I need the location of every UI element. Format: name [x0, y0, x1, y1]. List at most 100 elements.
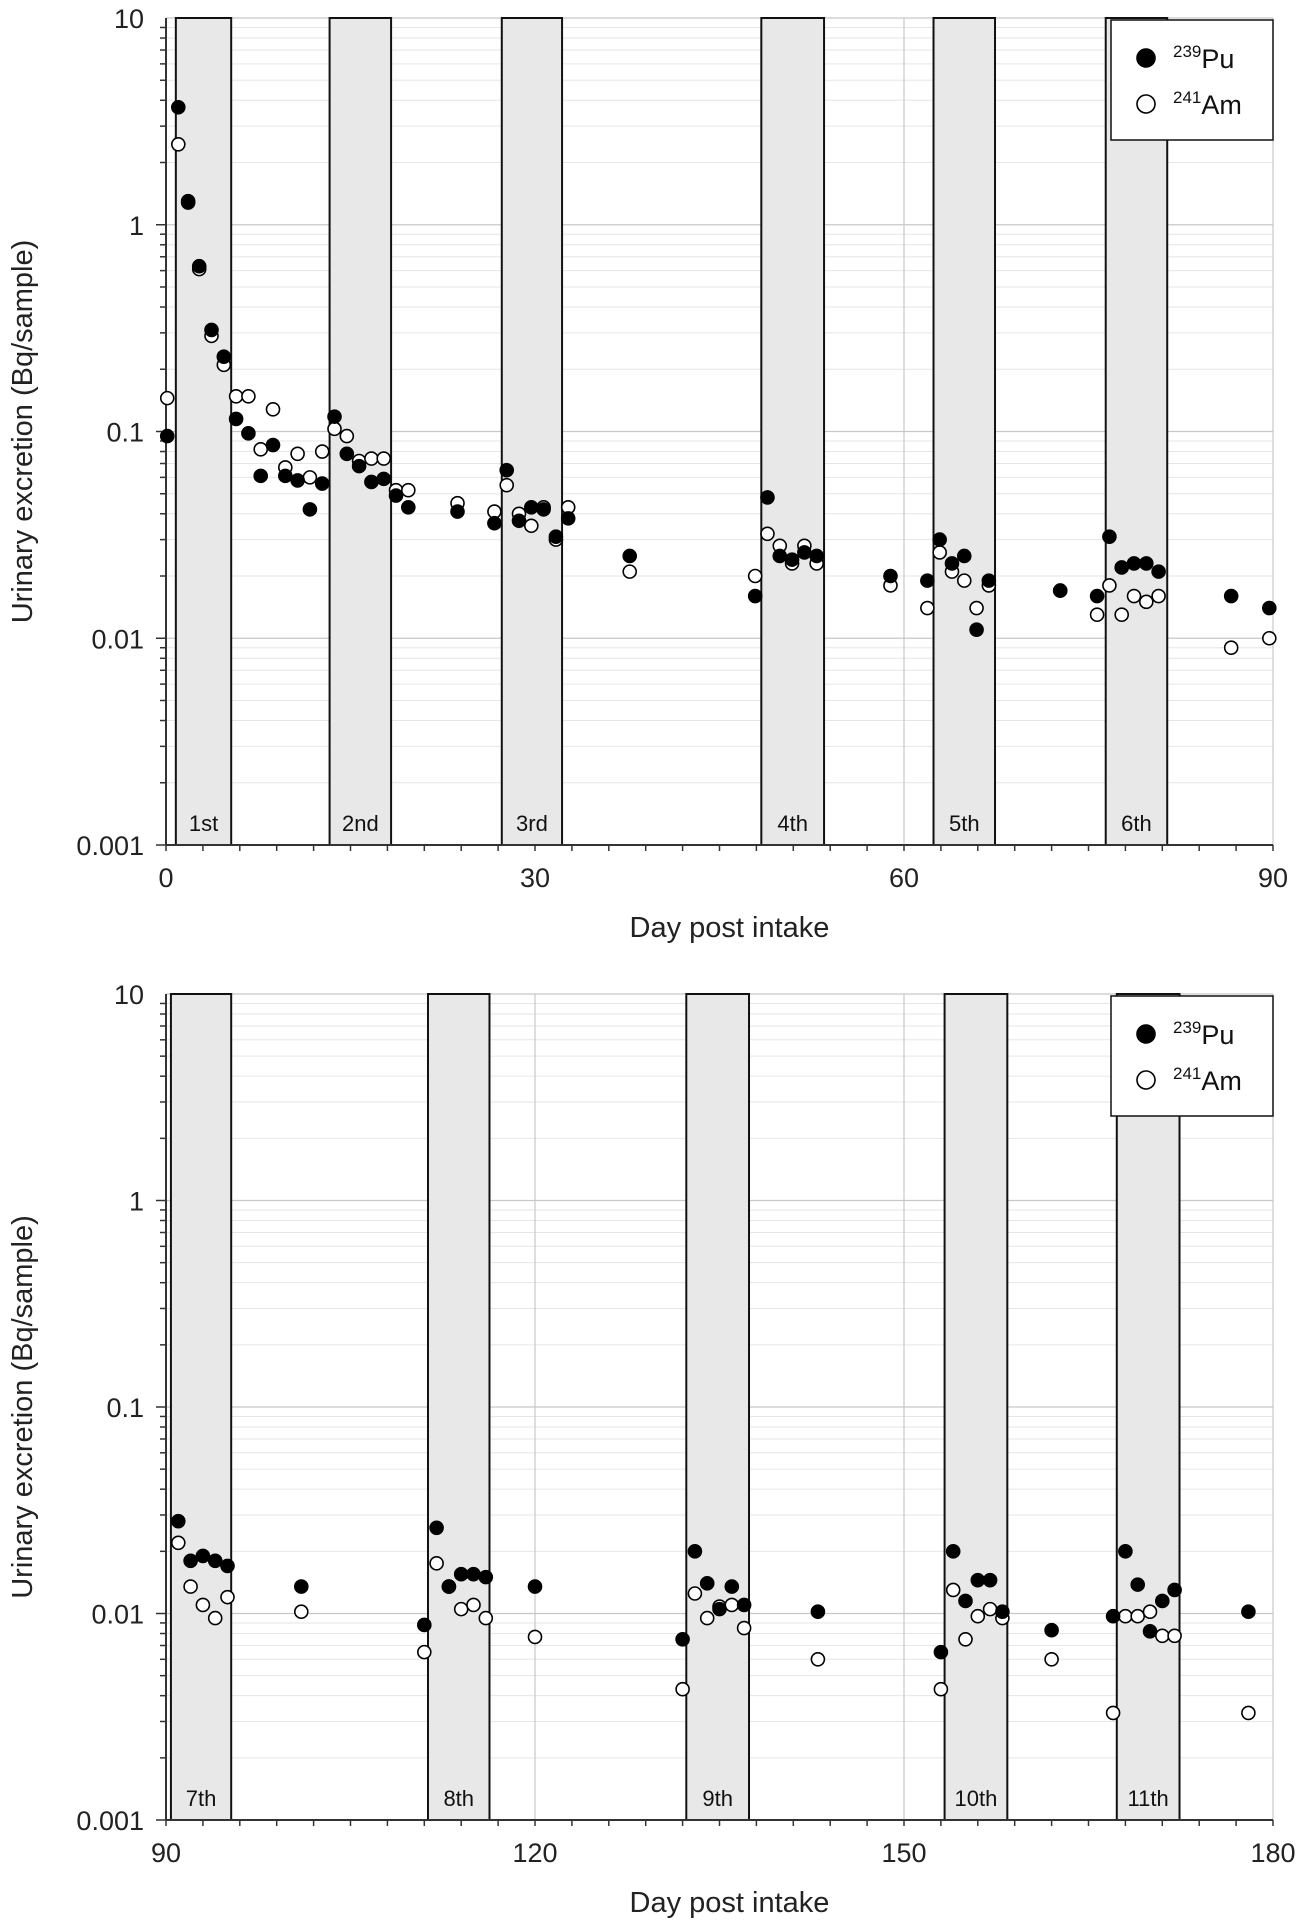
- chart-1-point-241am: [171, 136, 186, 152]
- chart-2-point-241am: [195, 1597, 211, 1613]
- chart-1-x-tick-label: 30: [520, 863, 550, 893]
- chart-1-point-239pu: [772, 548, 788, 564]
- chart-1-point-239pu: [1114, 560, 1130, 575]
- chart-1-point-239pu: [747, 588, 763, 604]
- chart-2-band-11th: [1115, 993, 1181, 1821]
- chart-2-band-label: 7th: [186, 1786, 217, 1811]
- chart-1-y-tick-label: 10: [114, 4, 144, 34]
- chart-1-point-239pu: [327, 409, 342, 424]
- chart-1-point-239pu: [883, 568, 898, 584]
- chart-2-point-239pu: [736, 1597, 752, 1613]
- chart-1-point-239pu: [180, 195, 196, 210]
- chart-1-point-239pu: [536, 502, 551, 517]
- legend-element-symbol: Am: [1201, 90, 1242, 120]
- chart-2-point-239pu: [416, 1617, 432, 1633]
- chart-2-point-239pu: [1241, 1604, 1256, 1620]
- chart-2-point-241am: [429, 1556, 444, 1571]
- chart-1-point-239pu: [1139, 556, 1154, 571]
- chart-2-legend-entry-am: 241Am: [1173, 1064, 1242, 1096]
- chart-2-point-241am: [970, 1608, 986, 1624]
- chart-1-point-241am: [1139, 594, 1154, 610]
- chart-2-point-241am: [810, 1652, 826, 1667]
- legend-mass-number: 239: [1173, 1018, 1201, 1037]
- chart-1-x-tick-label: 90: [1258, 863, 1288, 893]
- chart-1-point-241am: [364, 451, 379, 466]
- chart-1-band-6th: [1104, 17, 1169, 846]
- chart-1-point-239pu: [622, 548, 638, 564]
- chart-1-point-239pu: [511, 513, 527, 529]
- chart-1-x-tick-label: 0: [158, 863, 173, 893]
- chart-2-point-241am: [1130, 1608, 1145, 1624]
- chart-1-point-241am: [401, 482, 416, 498]
- chart-1-y-tick-label: 0.001: [76, 831, 144, 861]
- chart-2-point-241am: [945, 1582, 961, 1598]
- chart-1-point-239pu: [364, 474, 379, 490]
- chart-2-legend: [1110, 995, 1274, 1117]
- chart-1-point-239pu: [548, 529, 564, 544]
- chart-2-point-239pu: [171, 1513, 186, 1529]
- legend-mass-number: 241: [1173, 88, 1201, 107]
- chart-1-y-tick-label: 0.01: [91, 624, 144, 654]
- chart-1-point-241am: [524, 518, 539, 534]
- chart-1-point-241am: [932, 545, 947, 560]
- chart-2-point-241am: [1105, 1705, 1121, 1721]
- chart-2-point-241am: [687, 1586, 703, 1601]
- legend-mass-number: 239: [1173, 42, 1201, 61]
- chart-1-point-239pu: [1052, 583, 1068, 598]
- chart-1-band-label: 6th: [1121, 811, 1152, 836]
- chart-1-point-241am: [159, 390, 175, 406]
- chart-2-y-tick-label: 10: [114, 980, 144, 1010]
- chart-1-band-label: 4th: [777, 811, 808, 836]
- chart-2-point-241am: [724, 1597, 740, 1613]
- chart-2-y-tick-label: 0.1: [106, 1393, 144, 1423]
- chart-2-point-239pu: [724, 1579, 740, 1594]
- chart-1-point-239pu: [487, 515, 502, 531]
- chart-2-point-241am: [675, 1681, 690, 1697]
- chart-1-point-239pu: [524, 499, 539, 515]
- chart-1-x-axis-title: Day post intake: [630, 912, 830, 944]
- chart-1-point-241am: [253, 442, 269, 457]
- chart-1-point-239pu: [560, 511, 576, 526]
- chart-1-point-239pu: [241, 426, 256, 441]
- chart-1-point-241am: [376, 451, 392, 466]
- chart-2-legend-marker-pu: [1136, 1024, 1156, 1044]
- chart-2-x-tick-label: 180: [1250, 1838, 1295, 1868]
- chart-2-x-axis-title: Day post intake: [630, 1887, 830, 1919]
- chart-2-point-241am: [1118, 1608, 1133, 1624]
- chart-2-point-241am: [699, 1610, 715, 1626]
- chart-1-point-239pu: [944, 556, 960, 571]
- chart-1-point-241am: [499, 477, 515, 493]
- chart-1-point-241am: [339, 428, 355, 444]
- chart-2-point-241am: [478, 1610, 494, 1626]
- chart-1-point-239pu: [1089, 588, 1105, 604]
- chart-1-point-241am: [290, 446, 305, 462]
- chart-2-point-239pu: [1167, 1582, 1182, 1598]
- chart-2-point-239pu: [687, 1544, 703, 1559]
- legend-element-symbol: Am: [1201, 1066, 1242, 1096]
- chart-2-point-239pu: [207, 1553, 223, 1569]
- chart-2-point-239pu: [478, 1569, 494, 1585]
- chart-1-point-241am: [1262, 630, 1277, 646]
- chart-2-point-241am: [466, 1597, 481, 1613]
- chart-1-point-241am: [1126, 588, 1142, 604]
- chart-2-point-241am: [293, 1604, 309, 1620]
- chart-1-point-239pu: [216, 349, 232, 365]
- chart-2-point-239pu: [441, 1579, 457, 1594]
- chart-2-point-239pu: [810, 1604, 826, 1620]
- chart-2-point-241am: [453, 1601, 469, 1617]
- chart-1-point-241am: [956, 573, 972, 588]
- chart-1-point-239pu: [265, 437, 281, 453]
- chart-1-legend-marker-am: [1136, 94, 1156, 114]
- chart-2-point-241am: [527, 1629, 543, 1645]
- chart-2-band-10th: [943, 993, 1009, 1821]
- chart-2-point-241am: [958, 1631, 973, 1647]
- chart-1-point-239pu: [969, 622, 984, 637]
- chart-2-point-239pu: [995, 1604, 1010, 1620]
- chart-2-point-239pu: [1130, 1577, 1145, 1592]
- chart-1-point-241am: [241, 388, 256, 404]
- chart-1-point-239pu: [956, 548, 972, 564]
- chart-1-point-241am: [327, 421, 342, 437]
- chart-2-point-239pu: [1044, 1622, 1059, 1638]
- chart-2-band-label: 9th: [702, 1786, 733, 1811]
- chart-1-x-tick-label: 60: [889, 863, 919, 893]
